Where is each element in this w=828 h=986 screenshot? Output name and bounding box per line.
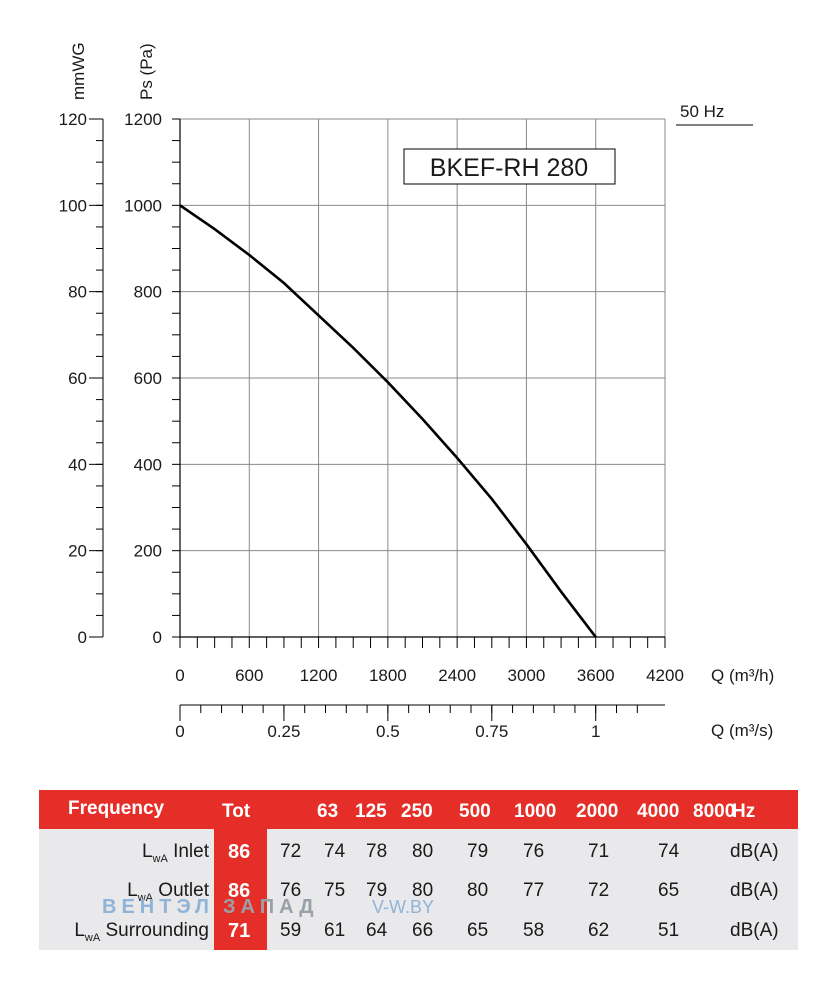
row-value: 64 <box>366 920 388 941</box>
y-tick-label: 600 <box>134 369 162 388</box>
mmwg-tick-label: 100 <box>59 196 87 215</box>
x-tick-label: 2400 <box>438 666 476 685</box>
fan-curve-chart: 0 20 40 60 80 100 120 0 0.25 0.5 0.75 1 0 600 1200 18… <box>59 42 775 741</box>
watermark-part3: V-W.BY <box>372 897 435 917</box>
row-value: 77 <box>523 880 545 901</box>
row-value: 65 <box>467 920 489 941</box>
mmwg-tick-label: 120 <box>59 110 87 129</box>
row-value: 79 <box>467 841 489 862</box>
tick-labels: 0 600 1200 1800 2400 3000 3600 4200 0 200 400 600 80… <box>124 110 684 685</box>
row-label: LwA Surrounding <box>74 920 209 944</box>
row-unit: dB(A) <box>730 880 779 901</box>
row-unit: dB(A) <box>730 920 779 941</box>
x-tick-label: 1200 <box>300 666 338 685</box>
flow-m3h-axis-label: Q (m³/h) <box>711 666 774 685</box>
band-header: 250 <box>401 801 433 822</box>
row-value: 74 <box>658 841 680 862</box>
header-frequency: Frequency <box>68 798 165 819</box>
pressure-curve <box>179 204 597 638</box>
total-column <box>214 790 267 950</box>
row-value: 76 <box>280 880 302 901</box>
y-tick-label: 0 <box>153 628 162 647</box>
row-value: 58 <box>523 920 545 941</box>
row-value: 72 <box>588 880 610 901</box>
row-value: 72 <box>280 841 302 862</box>
band-header: 500 <box>459 801 491 822</box>
x-tick-label: 0 <box>175 666 184 685</box>
mmwg-tick-label: 0 <box>78 628 87 647</box>
y-tick-label: 1000 <box>124 196 162 215</box>
chart-grid <box>179 118 666 638</box>
row-value: 79 <box>366 880 388 901</box>
x-tick-label: 4200 <box>646 666 684 685</box>
y-tick-label: 200 <box>134 542 162 561</box>
mmwg-tick-label: 60 <box>68 369 87 388</box>
row-value: 80 <box>412 841 434 862</box>
y-tick-label: 800 <box>134 283 162 302</box>
x-tick-label: 600 <box>235 666 263 685</box>
row-value: 65 <box>658 880 680 901</box>
mmwg-tick-label: 40 <box>68 455 87 474</box>
row-value: 61 <box>324 920 346 941</box>
flow-m3s-tick-label: 0.75 <box>475 722 508 741</box>
x-tick-label: 3600 <box>577 666 615 685</box>
x-tick-label: 1800 <box>369 666 407 685</box>
row-value: 74 <box>324 841 346 862</box>
row-value: 62 <box>588 920 610 941</box>
row-total: 86 <box>228 841 251 863</box>
watermark-part2: ЗАПАД <box>223 896 319 918</box>
row-value: 66 <box>412 920 434 941</box>
row-label: LwA Inlet <box>141 841 209 865</box>
model-title: BKEF-RH 280 <box>430 154 588 182</box>
row-total: 71 <box>228 920 251 942</box>
mmwg-tick-label: 20 <box>68 542 87 561</box>
flow-m3s-tick-label: 1 <box>591 722 600 741</box>
row-label: LwA Outlet <box>127 880 209 904</box>
flow-m3s-tick-label: 0.5 <box>376 722 400 741</box>
watermark-part1: ВЕНТЭЛ <box>102 896 214 918</box>
pressure-axis-label: Ps (Pa) <box>137 43 156 100</box>
y-tick-label: 400 <box>134 455 162 474</box>
band-header: 4000 <box>637 801 680 822</box>
row-value: 71 <box>588 841 610 862</box>
band-header: 125 <box>355 801 387 822</box>
mmwg-axis-label: mmWG <box>69 42 88 100</box>
row-value: 80 <box>467 880 489 901</box>
table-header-band <box>39 790 798 829</box>
band-header: 63 <box>317 801 339 822</box>
model-title-box <box>403 148 616 185</box>
x-tick-label: 3000 <box>508 666 546 685</box>
row-value: 51 <box>658 920 680 941</box>
sound-power-table: Frequency Tot 63 125 250 500 1000 2000 4000 800… <box>39 790 798 950</box>
flow-m3s-axis-label: Q (m³/s) <box>711 721 773 740</box>
y-tick-label: 1200 <box>124 110 162 129</box>
header-unit: Hz <box>732 801 756 822</box>
band-header: 1000 <box>514 801 557 822</box>
row-value: 80 <box>412 880 434 901</box>
header-tot: Tot <box>222 801 251 822</box>
band-header: 8000 <box>693 801 736 822</box>
row-value: 78 <box>366 841 388 862</box>
row-total: 86 <box>228 880 251 902</box>
frequency-label: 50 Hz <box>680 102 724 121</box>
flow-m3s-axis: 0 0.25 0.5 0.75 1 <box>175 704 665 741</box>
flow-m3s-tick-label: 0.25 <box>267 722 300 741</box>
table-body-band <box>39 829 798 950</box>
row-value: 59 <box>280 920 302 941</box>
band-header: 2000 <box>576 801 619 822</box>
row-unit: dB(A) <box>730 841 779 862</box>
mmwg-tick-label: 80 <box>68 283 87 302</box>
mmwg-axis: 0 20 40 60 80 100 120 <box>59 110 104 647</box>
row-value: 76 <box>523 841 545 862</box>
flow-m3s-tick-label: 0 <box>175 722 184 741</box>
row-value: 75 <box>324 880 346 901</box>
